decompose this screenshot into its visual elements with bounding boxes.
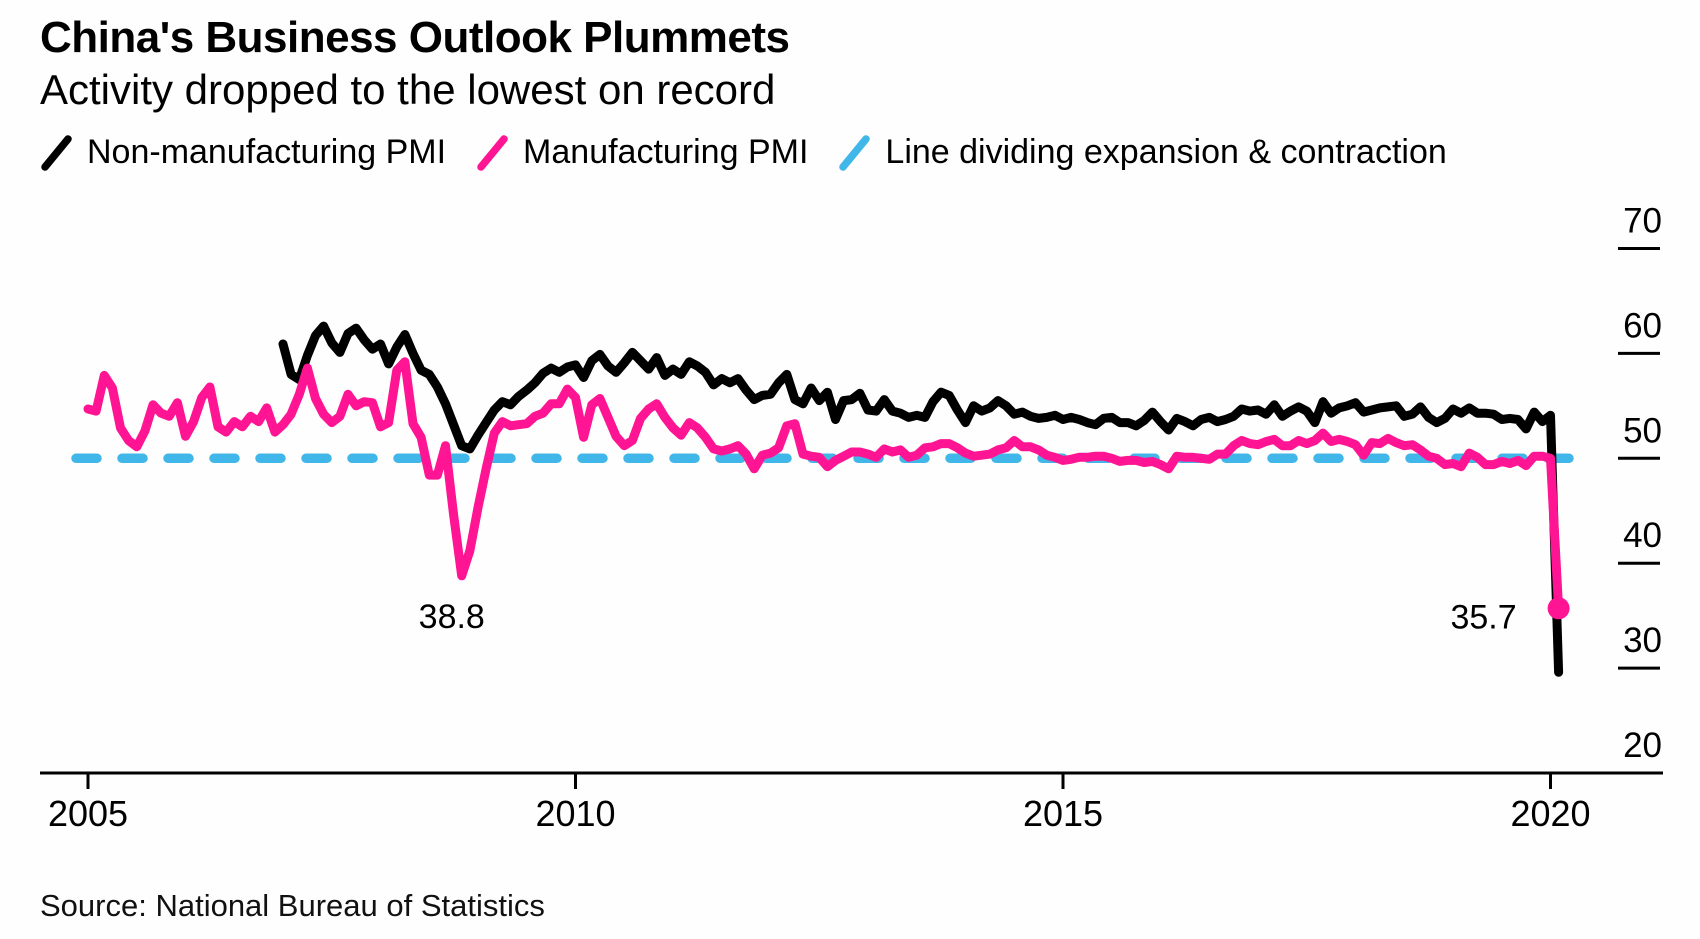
y-axis-label-40: 40 bbox=[1623, 516, 1662, 555]
source-attribution: Source: National Bureau of Statistics bbox=[40, 888, 545, 923]
chart-subtitle: Activity dropped to the lowest on record bbox=[40, 66, 776, 113]
x-axis-label-2015: 2015 bbox=[1023, 793, 1103, 834]
blue-slash-stroke bbox=[839, 134, 871, 171]
y-axis-label-70: 70 bbox=[1623, 202, 1662, 241]
legend-label-manufacturing-pmi: Manufacturing PMI bbox=[523, 133, 809, 171]
annotation-35-7: 35.7 bbox=[1450, 598, 1516, 636]
legend-label-expansion-contraction-line: Line dividing expansion & contraction bbox=[885, 133, 1447, 171]
legend-item-expansion-contraction-line: Line dividing expansion & contraction bbox=[838, 133, 1447, 172]
legend-label-non-manufacturing-pmi: Non-manufacturing PMI bbox=[87, 133, 447, 171]
black-slash-icon bbox=[41, 134, 72, 171]
series-end-dot-manufacturing-pmi bbox=[1547, 597, 1570, 620]
legend-item-non-manufacturing-pmi: Non-manufacturing PMI bbox=[40, 133, 446, 172]
legend-item-manufacturing-pmi: Manufacturing PMI bbox=[476, 133, 808, 172]
x-axis-label-2020: 2020 bbox=[1510, 793, 1590, 834]
annotation-38-8: 38.8 bbox=[419, 598, 485, 636]
series-line-non-manufacturing-pmi bbox=[278, 321, 1564, 677]
y-axis-label-60: 60 bbox=[1623, 306, 1662, 345]
y-axis-label-30: 30 bbox=[1623, 621, 1662, 660]
pink-slash-icon bbox=[477, 134, 508, 171]
black-slash-stroke bbox=[41, 134, 72, 171]
chart-title: China's Business Outlook Plummets bbox=[40, 13, 790, 62]
x-axis-label-2010: 2010 bbox=[535, 793, 615, 834]
blue-slash-icon bbox=[839, 134, 871, 171]
chart-legend: Non-manufacturing PMI Manufacturing PMI … bbox=[40, 133, 1447, 172]
y-axis-label-20: 20 bbox=[1623, 726, 1662, 765]
series-line-manufacturing-pmi bbox=[83, 357, 1564, 613]
pink-slash-stroke bbox=[477, 134, 508, 171]
y-axis-label-50: 50 bbox=[1623, 411, 1662, 450]
x-axis-label-2005: 2005 bbox=[48, 793, 128, 834]
